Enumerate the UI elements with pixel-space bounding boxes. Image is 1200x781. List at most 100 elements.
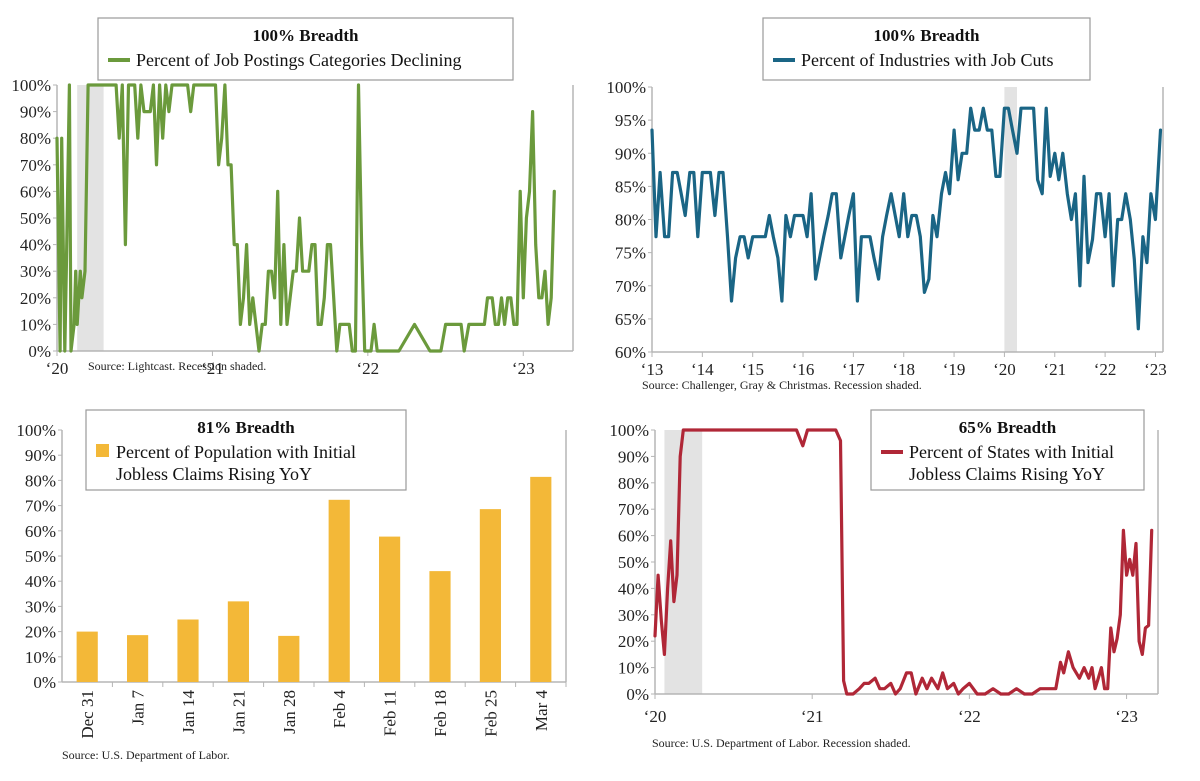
y-tick-label: 85% — [615, 177, 646, 196]
y-tick-label: 20% — [618, 632, 649, 651]
x-category-label: Jan 7 — [129, 690, 148, 726]
y-tick-label: 95% — [615, 111, 646, 130]
x-category-label: Jan 21 — [229, 690, 248, 734]
legend-label: Percent of Population with Initial — [116, 442, 356, 462]
bar — [530, 476, 552, 682]
x-category-label: Mar 4 — [532, 690, 551, 732]
y-tick-label: 60% — [618, 527, 649, 546]
chart-job-postings: 0% 10% 20% 30% 40% 50% 60% 70% 80% 90% 100% ‘20 ‘21 ‘… — [11, 76, 574, 378]
x-tick-label: ‘21 — [1043, 360, 1066, 379]
y-tick-label: 30% — [618, 606, 649, 625]
y-tick-label: 70% — [20, 156, 51, 175]
x-tick-label: ‘22 — [357, 359, 380, 378]
legend-title: 100% Breadth — [253, 26, 359, 45]
x-tick-label: ‘21 — [201, 359, 224, 378]
y-tick-label: 60% — [20, 182, 51, 201]
recession-shading — [77, 85, 104, 351]
legend-label: Jobless Claims Rising YoY — [909, 464, 1105, 484]
y-tick-label: 0% — [33, 673, 56, 692]
y-tick-label: 50% — [25, 547, 56, 566]
legend-box — [85, 409, 407, 491]
x-tick-label: ‘23 — [512, 359, 535, 378]
y-tick-label: 70% — [615, 277, 646, 296]
y-tick-label: 20% — [25, 623, 56, 642]
bar — [76, 631, 98, 682]
y-tick-label: 20% — [20, 289, 51, 308]
legend-states-claims: 65% Breadth Percent of States with Initia… — [870, 409, 1145, 491]
legend-title: 81% Breadth — [197, 418, 295, 437]
legend-industries-job-cuts: 100% Breadth Percent of Industries with J… — [762, 17, 1091, 81]
y-tick-label: 90% — [618, 447, 649, 466]
y-tick-label: 65% — [615, 310, 646, 329]
y-tick-label: 0% — [28, 342, 51, 361]
source-note: Source: U.S. Department of Labor. — [62, 748, 230, 762]
bar — [227, 601, 249, 682]
source-note: Source: U.S. Department of Labor. Recess… — [652, 736, 911, 750]
legend-swatch — [96, 444, 109, 457]
y-tick-label: 60% — [615, 343, 646, 362]
y-tick-label: 100% — [11, 76, 51, 95]
y-tick-label: 10% — [20, 315, 51, 334]
y-tick-label: 80% — [618, 474, 649, 493]
x-category-label: Dec 31 — [78, 690, 97, 739]
y-tick-label: 0% — [626, 685, 649, 704]
y-tick-label: 40% — [618, 579, 649, 598]
legend-job-postings: 100% Breadth Percent of Job Postings Cate… — [97, 17, 514, 81]
y-tick-label: 40% — [25, 572, 56, 591]
legend-label: Percent of Industries with Job Cuts — [801, 50, 1053, 70]
y-tick-label: 90% — [615, 144, 646, 163]
chart-industries-job-cuts: 60% 65% 70% 75% 80% 85% 90% 95% 100% ‘13 ‘14 ‘15 ‘16… — [606, 78, 1166, 379]
chart-states-claims: 0% 10% 20% 30% 40% 50% 60% 70% 80% 90% 100% ‘20 ‘21 ‘… — [609, 421, 1159, 726]
legend-population-claims: 81% Breadth Percent of Population with In… — [85, 409, 407, 491]
y-tick-label: 10% — [618, 659, 649, 678]
y-tick-label: 40% — [20, 236, 51, 255]
source-note: Source: Lightcast. Recession shaded. — [88, 359, 266, 373]
legend-label: Jobless Claims Rising YoY — [116, 464, 312, 484]
x-tick-label: ‘20 — [993, 360, 1016, 379]
bar — [429, 571, 451, 682]
y-tick-label: 60% — [25, 522, 56, 541]
y-tick-label: 70% — [618, 500, 649, 519]
series-line — [55, 83, 556, 353]
y-tick-label: 30% — [20, 262, 51, 281]
x-category-label: Feb 18 — [431, 690, 450, 737]
x-category-label: Jan 14 — [179, 690, 198, 734]
x-tick-label: ‘14 — [691, 360, 714, 379]
y-tick-label: 70% — [25, 497, 56, 516]
source-note: Source: Challenger, Gray & Christmas. Re… — [642, 378, 922, 392]
legend-box — [97, 17, 514, 81]
y-tick-label: 90% — [20, 103, 51, 122]
recession-shading — [1004, 87, 1017, 352]
x-tick-label: ‘19 — [943, 360, 966, 379]
y-tick-label: 100% — [606, 78, 646, 97]
legend-box — [762, 17, 1091, 81]
x-category-label: Feb 11 — [381, 690, 400, 736]
y-tick-label: 75% — [615, 244, 646, 263]
series-line — [653, 428, 1154, 696]
y-tick-label: 90% — [25, 446, 56, 465]
bar — [127, 635, 149, 682]
y-tick-label: 100% — [16, 421, 56, 440]
x-tick-label: ‘22 — [1094, 360, 1117, 379]
bar — [278, 635, 300, 682]
bar — [177, 619, 199, 682]
x-category-label: Jan 28 — [280, 690, 299, 734]
legend-title: 65% Breadth — [959, 418, 1057, 437]
y-tick-label: 80% — [25, 471, 56, 490]
y-tick-label: 80% — [20, 129, 51, 148]
y-tick-label: 10% — [25, 648, 56, 667]
legend-label: Percent of Job Postings Categories Decli… — [136, 50, 461, 70]
x-tick-label: ‘17 — [842, 360, 865, 379]
y-tick-label: 100% — [609, 421, 649, 440]
x-tick-label: ‘16 — [792, 360, 815, 379]
x-tick-label: ‘18 — [892, 360, 915, 379]
y-tick-label: 30% — [25, 597, 56, 616]
series-line — [650, 106, 1163, 331]
chart-population-claims: 0% 10% 20% 30% 40% 50% 60% 70% 80% 90% 100% Dec 31 J… — [16, 421, 567, 739]
bar — [479, 509, 501, 682]
y-tick-label: 80% — [615, 211, 646, 230]
x-tick-label: ‘23 — [1115, 707, 1138, 726]
bar — [379, 536, 401, 682]
